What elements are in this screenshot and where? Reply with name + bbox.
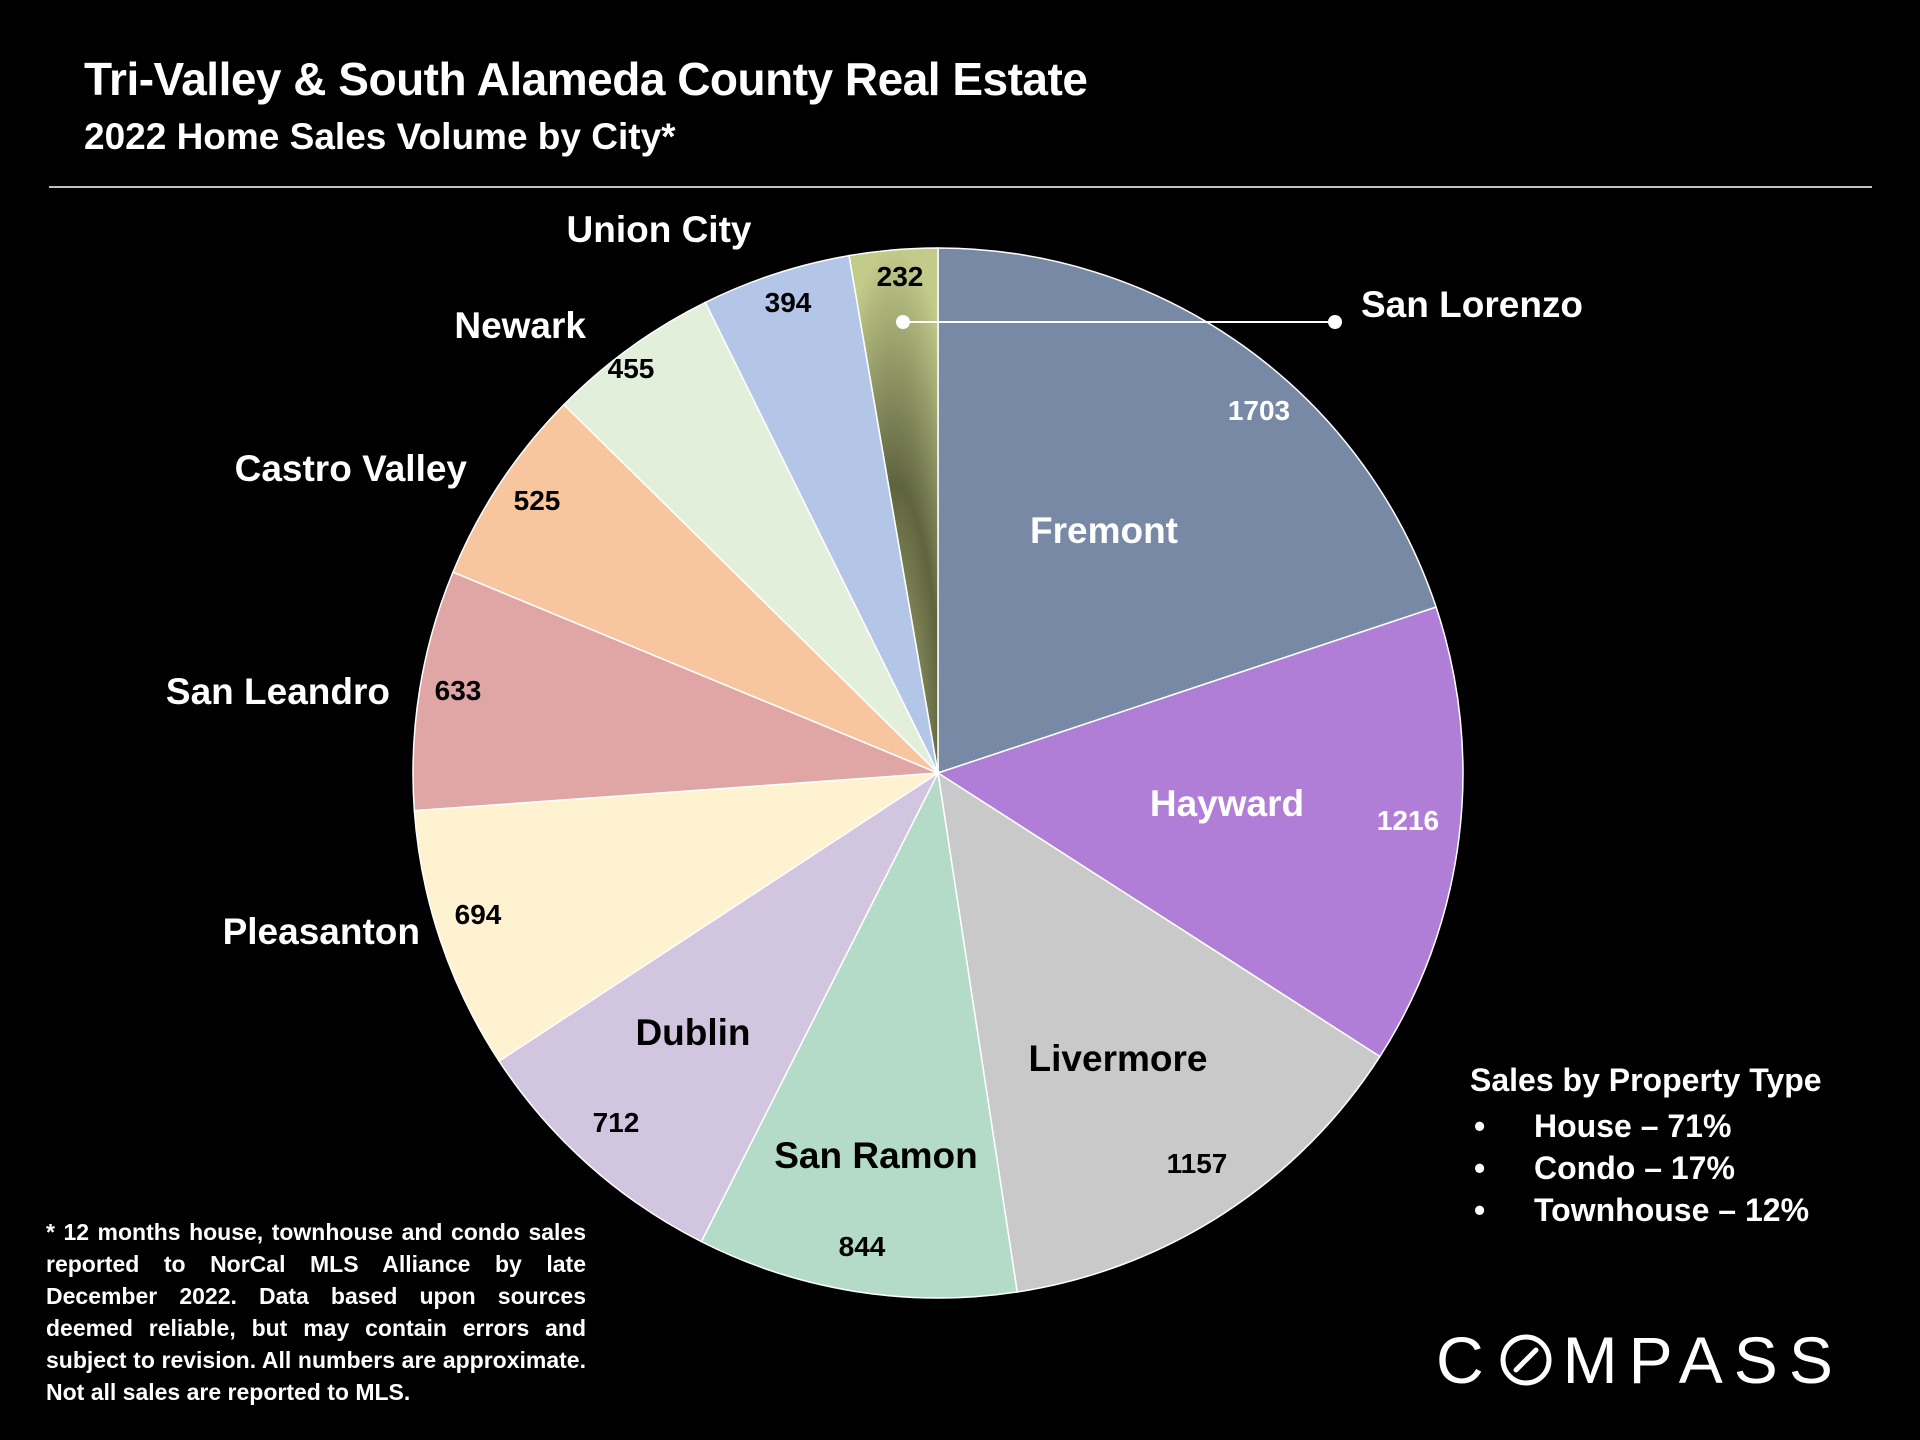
footnote: * 12 months house, townhouse and condo s… [46, 1219, 586, 1405]
value-label-fremont: 1703 [1228, 395, 1290, 426]
value-label-san-leandro: 633 [435, 675, 482, 706]
slice-label-fremont: Fremont [1030, 510, 1178, 551]
bullet-icon: • [1474, 1150, 1486, 1186]
legend-item-condo: • Condo – 17% [1470, 1147, 1822, 1189]
logo-text-end: MPASS [1562, 1323, 1844, 1397]
slice-san-lorenzo [848, 247, 939, 774]
value-label-livermore: 1157 [1167, 1148, 1228, 1179]
value-label-dublin: 712 [593, 1107, 640, 1138]
compass-o-icon [1500, 1334, 1552, 1386]
slice-label-castro-valley: Castro Valley [235, 448, 468, 489]
slice-label-san-lorenzo: San Lorenzo [1361, 284, 1583, 325]
slice-san-leandro [412, 571, 939, 812]
legend-item-house: • House – 71% [1470, 1105, 1822, 1147]
slice-label-livermore: Livermore [1029, 1038, 1208, 1079]
slice-hayward [936, 606, 1464, 1058]
legend-item-label: Condo – 17% [1534, 1150, 1735, 1186]
legend-item-townhouse: • Townhouse – 12% [1470, 1189, 1822, 1231]
bullet-icon: • [1474, 1192, 1486, 1228]
slice-label-hayward: Hayward [1150, 783, 1304, 824]
bullet-icon: • [1474, 1108, 1486, 1144]
legend-item-label: Townhouse – 12% [1534, 1192, 1810, 1228]
slice-castro-valley [451, 403, 939, 774]
value-label-newark: 455 [608, 353, 655, 384]
property-type-legend: Sales by Property Type • House – 71% • Con… [1470, 1062, 1822, 1231]
chart-subtitle: 2022 Home Sales Volume by City* [84, 116, 676, 157]
slice-label-dublin: Dublin [635, 1012, 750, 1053]
slice-pleasanton [413, 772, 941, 1063]
value-label-castro-valley: 525 [514, 485, 561, 516]
slice-san-ramon [700, 770, 1019, 1299]
slice-newark [562, 301, 939, 774]
slice-label-pleasanton: Pleasanton [223, 911, 420, 952]
slice-label-newark: Newark [454, 305, 586, 346]
slice-livermore [937, 771, 1381, 1293]
compass-logo: C MPASS [1436, 1322, 1844, 1398]
slice-label-san-ramon: San Ramon [774, 1135, 978, 1176]
slice-label-san-leandro: San Leandro [166, 671, 390, 712]
page-title: Tri-Valley & South Alameda County Real E… [84, 53, 1088, 105]
slice-fremont [937, 247, 1438, 775]
value-label-union-city: 394 [765, 287, 812, 318]
legend-heading: Sales by Property Type [1470, 1062, 1822, 1098]
slice-dublin [498, 770, 940, 1243]
value-label-san-lorenzo: 232 [877, 261, 924, 292]
value-label-san-ramon: 844 [839, 1231, 886, 1262]
header-divider [49, 186, 1872, 188]
legend-item-label: House – 71% [1534, 1108, 1732, 1144]
value-label-pleasanton: 694 [455, 899, 502, 930]
logo-text-start: C [1436, 1323, 1495, 1397]
slice-label-union-city: Union City [567, 209, 752, 250]
leader-dot-end [1328, 315, 1342, 329]
value-label-hayward: 1216 [1377, 805, 1439, 836]
leader-dot-start [896, 315, 910, 329]
